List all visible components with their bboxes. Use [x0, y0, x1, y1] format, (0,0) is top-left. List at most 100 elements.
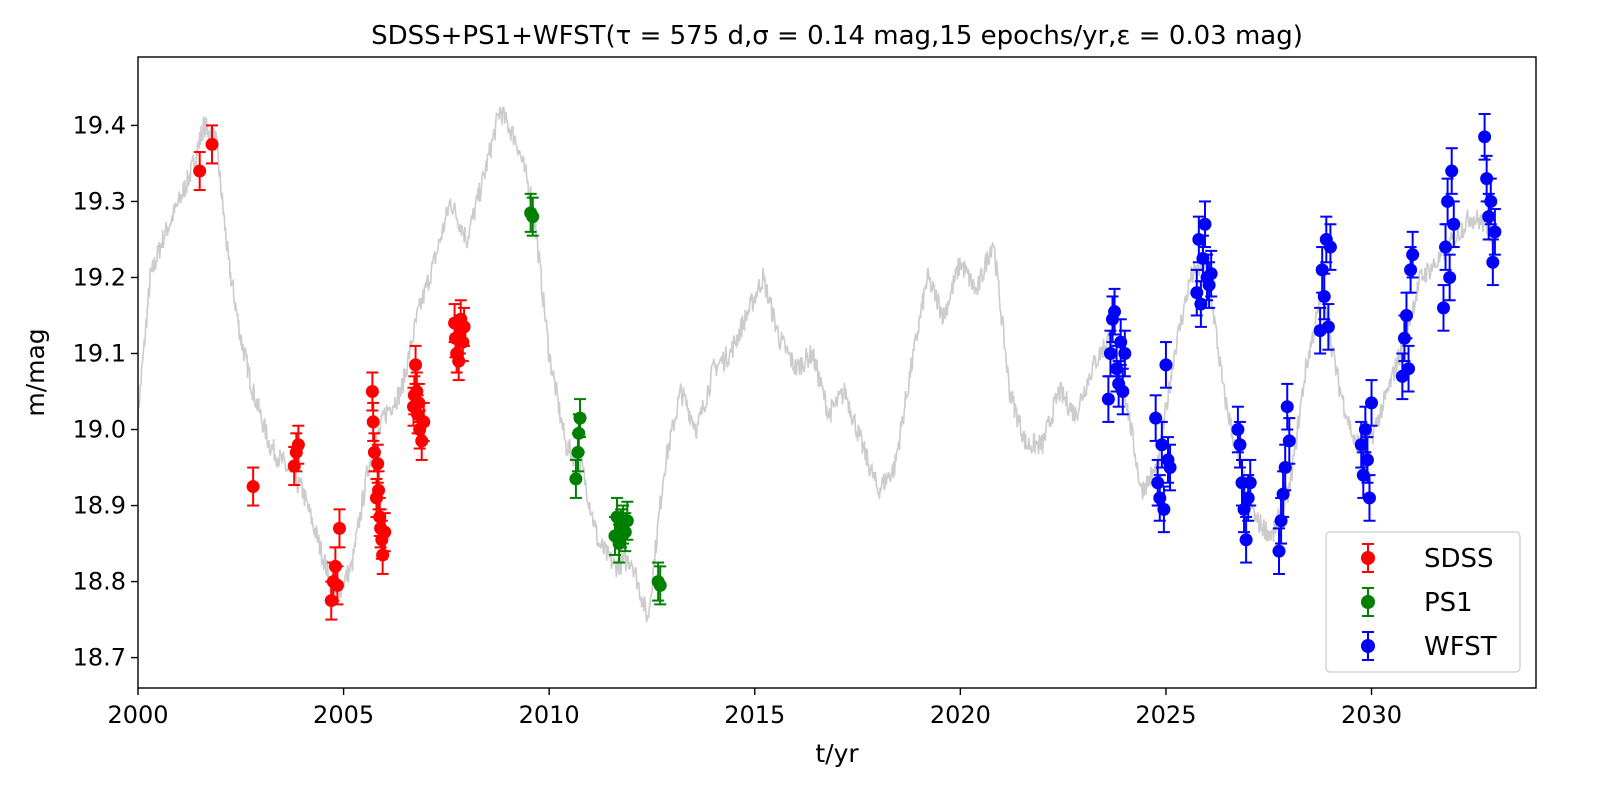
point-marker — [1402, 362, 1416, 376]
point-marker — [365, 385, 379, 399]
data-point — [457, 306, 471, 347]
point-marker — [1404, 263, 1418, 277]
point-marker — [409, 358, 423, 372]
y-tick-label: 18.7 — [73, 644, 126, 672]
data-point — [653, 565, 667, 606]
legend-marker — [1361, 639, 1375, 653]
point-marker — [573, 411, 587, 425]
legend-marker — [1361, 551, 1375, 565]
point-marker — [1484, 194, 1498, 208]
data-point — [1362, 474, 1376, 522]
point-marker — [1243, 476, 1257, 490]
point-marker — [372, 483, 386, 497]
data-point — [1163, 443, 1177, 492]
point-marker — [1360, 453, 1374, 467]
legend-label: PS1 — [1424, 588, 1473, 618]
data-series — [193, 113, 1502, 621]
data-point — [1241, 474, 1255, 522]
data-point — [1243, 458, 1257, 507]
data-point — [1478, 113, 1492, 161]
y-tick-label: 19.4 — [73, 111, 126, 139]
point-marker — [246, 480, 260, 494]
data-point — [330, 565, 344, 606]
data-point — [409, 344, 423, 385]
x-tick-label: 2025 — [1135, 701, 1196, 729]
legend-marker — [1361, 595, 1375, 609]
legend-item-wfst: WFST — [1361, 631, 1497, 662]
point-marker — [1272, 544, 1286, 558]
y-tick-label: 19.0 — [73, 416, 126, 444]
point-marker — [1323, 240, 1337, 254]
legend-label: WFST — [1424, 632, 1497, 662]
y-axis-label: m/mag — [21, 328, 50, 416]
y-axis: 18.7 18.8 18.9 19.0 19.1 19.2 19.3 19.4 — [73, 111, 138, 672]
point-marker — [620, 514, 634, 528]
x-tick-label: 2030 — [1341, 701, 1402, 729]
underlying-curve-line — [137, 106, 1496, 623]
x-tick-label: 2005 — [313, 701, 374, 729]
data-point — [417, 401, 431, 442]
data-point — [1445, 147, 1459, 195]
data-point — [1159, 341, 1173, 389]
point-marker — [193, 164, 207, 178]
data-point — [1313, 306, 1327, 355]
data-point — [1488, 208, 1502, 256]
data-point — [246, 466, 260, 507]
point-marker — [1155, 438, 1169, 452]
series-wfst — [1101, 113, 1502, 575]
legend-label: SDSS — [1424, 544, 1494, 574]
y-tick-label: 18.8 — [73, 568, 126, 596]
point-marker — [1116, 385, 1130, 399]
point-marker — [1202, 278, 1216, 292]
point-marker — [1486, 255, 1500, 269]
point-marker — [1163, 461, 1177, 475]
data-point — [1118, 329, 1132, 378]
x-tick-label: 2000 — [107, 701, 168, 729]
legend-item-ps1: PS1 — [1361, 587, 1473, 618]
point-marker — [1445, 164, 1459, 178]
point-marker — [653, 578, 667, 592]
data-point — [378, 512, 392, 553]
point-marker — [1231, 423, 1245, 437]
point-marker — [1280, 400, 1294, 414]
x-axis: 2000 2005 2010 2015 2020 2025 2030 — [107, 688, 1402, 729]
y-tick-label: 18.9 — [73, 492, 126, 520]
data-point — [1436, 284, 1450, 332]
y-tick-label: 19.1 — [73, 339, 126, 367]
point-marker — [330, 578, 344, 592]
data-point — [1323, 223, 1337, 271]
y-tick-label: 19.3 — [73, 187, 126, 215]
point-marker — [1436, 301, 1450, 315]
point-marker — [332, 521, 346, 535]
point-marker — [1118, 346, 1132, 360]
data-point — [573, 398, 587, 439]
data-point — [1443, 253, 1457, 302]
point-marker — [1488, 225, 1502, 239]
x-axis-label: t/yr — [815, 739, 859, 768]
point-marker — [1282, 434, 1296, 448]
data-point — [1365, 379, 1379, 427]
y-tick-label: 19.2 — [73, 263, 126, 291]
point-marker — [1443, 270, 1457, 284]
point-marker — [1101, 392, 1115, 406]
data-point — [620, 500, 634, 541]
x-tick-label: 2010 — [519, 701, 580, 729]
legend-item-sdss: SDSS — [1361, 543, 1494, 574]
data-point — [1447, 200, 1461, 249]
x-tick-label: 2020 — [930, 701, 991, 729]
data-point — [1239, 515, 1253, 564]
point-marker — [417, 415, 431, 429]
data-point — [1198, 200, 1212, 249]
point-marker — [1441, 194, 1455, 208]
point-marker — [1406, 248, 1420, 262]
data-point — [1439, 223, 1453, 271]
underlying-light-curve — [137, 106, 1496, 623]
legend: SDSS PS1 WFST — [1325, 531, 1521, 673]
data-point — [1157, 485, 1171, 534]
point-marker — [1233, 438, 1247, 452]
data-point — [1402, 344, 1416, 393]
point-marker — [1241, 491, 1255, 505]
point-marker — [1198, 217, 1212, 231]
point-marker — [569, 472, 583, 486]
